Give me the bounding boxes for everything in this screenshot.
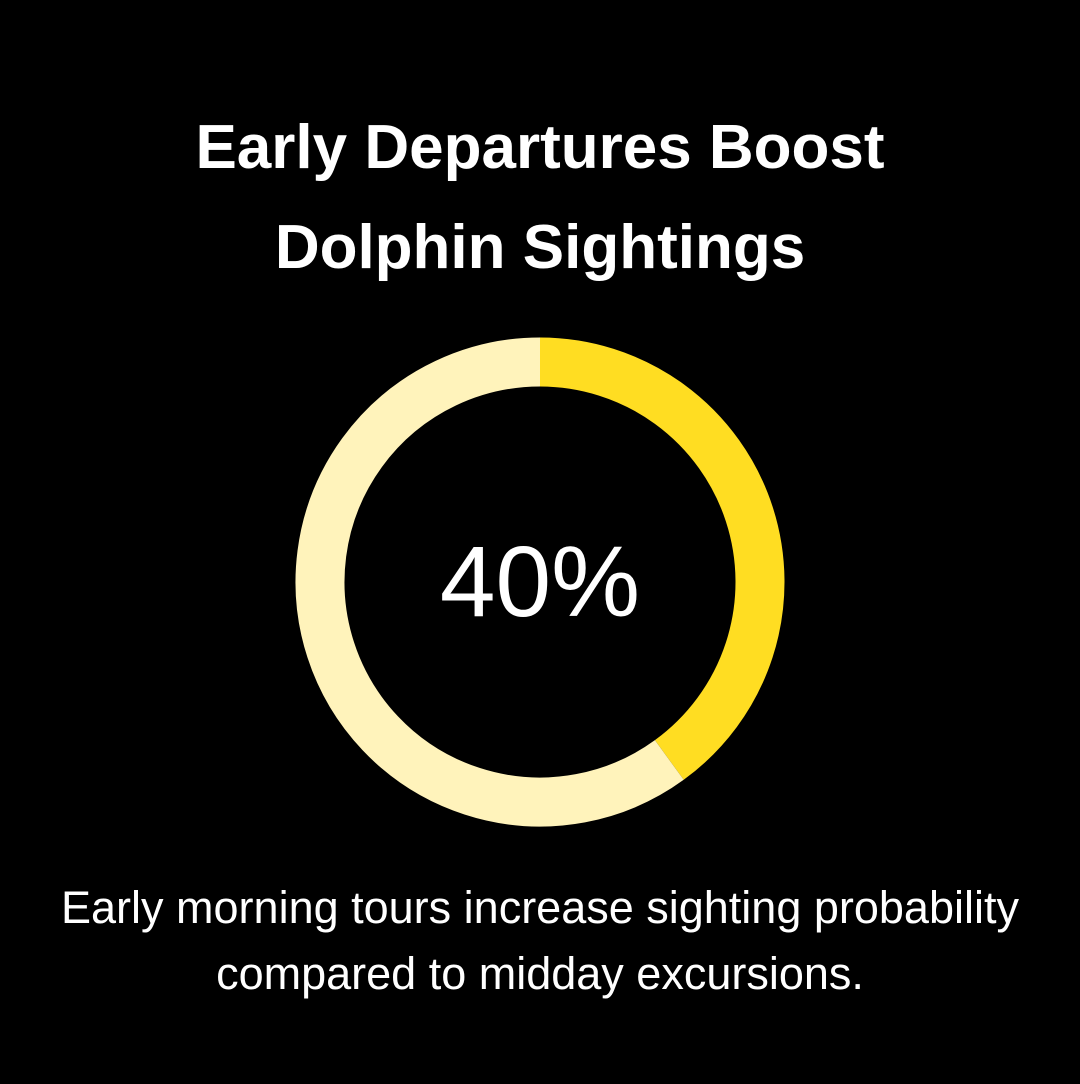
chart-title: Early Departures Boost Dolphin Sightings — [195, 113, 885, 282]
donut-segment — [295, 337, 684, 827]
donut-segment — [539, 337, 785, 780]
description: Early morning tours increase sighting pr… — [61, 882, 1019, 999]
center-label: 40% — [440, 526, 640, 638]
